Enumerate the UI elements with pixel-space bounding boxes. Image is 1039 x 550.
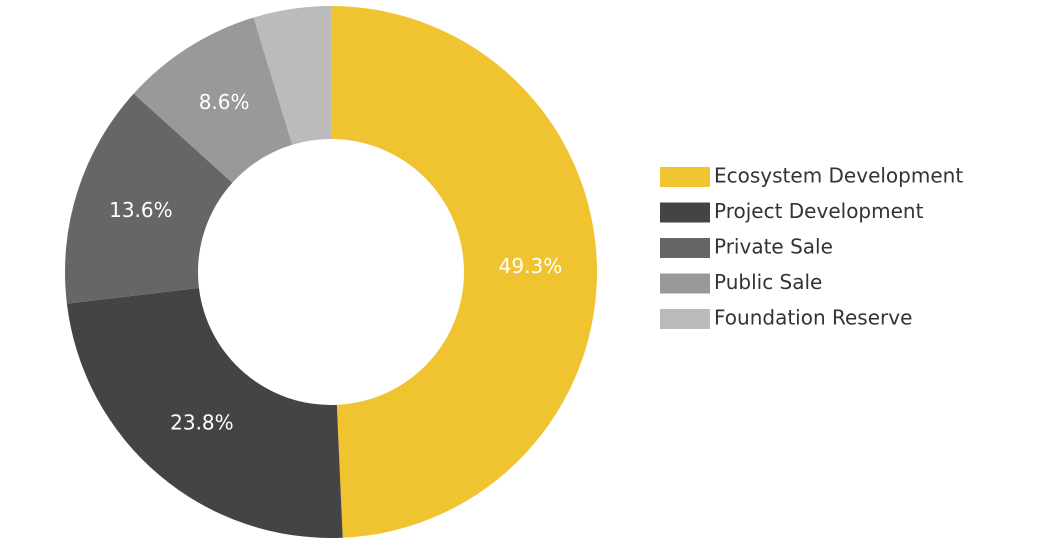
legend-label: Project Development: [714, 199, 924, 223]
slice: [133, 17, 293, 183]
slice: [66, 287, 343, 538]
legend-label: Private Sale: [714, 235, 833, 259]
slice-label: 13.6%: [109, 198, 173, 222]
slice: [65, 93, 233, 304]
slice: [331, 6, 597, 538]
slice-label: 49.3%: [499, 254, 563, 278]
legend-swatch: [660, 273, 710, 294]
legend-swatch: [660, 238, 710, 258]
legend-label: Foundation Reserve: [714, 306, 912, 330]
legend-label: Public Sale: [714, 270, 822, 294]
legend-swatch: [660, 202, 710, 223]
slice-label: 8.6%: [199, 90, 250, 114]
legend-swatch: [660, 167, 710, 187]
legend-swatch: [660, 309, 710, 329]
slice-label: 23.8%: [170, 411, 234, 435]
legend-label: Ecosystem Development: [714, 164, 963, 188]
slice: [253, 6, 331, 145]
